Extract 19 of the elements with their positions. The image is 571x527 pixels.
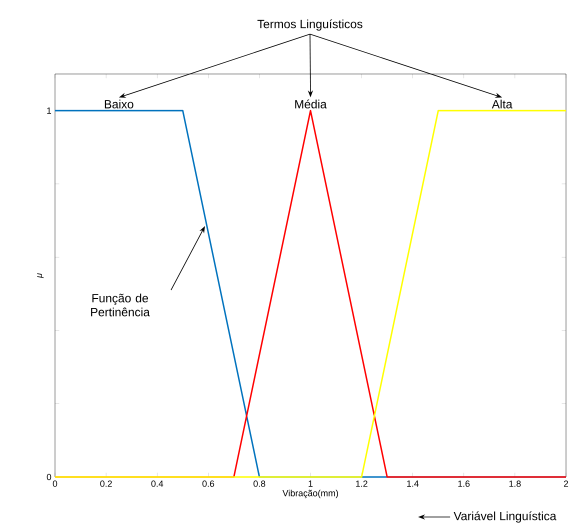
series-label: Baixo: [104, 100, 134, 108]
x-tick-label: 0: [52, 480, 58, 487]
text: Variável Linguística: [454, 511, 556, 523]
x-tick-label: 2: [564, 480, 568, 487]
x-tick-label: 1: [308, 480, 313, 487]
x-tick-label: 1.6: [458, 480, 470, 487]
x-tick-label: 1.4: [407, 480, 419, 487]
x-tick-label: 0.8: [254, 480, 266, 487]
x-axis-title: Vibração(mm): [282, 490, 338, 498]
y-axis-title: μ: [37, 273, 44, 278]
x-tick-label: 0.6: [202, 480, 214, 487]
x-tick-label: 1.8: [509, 480, 521, 487]
series-label: Média: [295, 100, 327, 108]
x-tick-label: 0.4: [151, 480, 164, 487]
text: Termos Linguísticos: [257, 19, 362, 31]
x-tick-label: 1.2: [356, 480, 368, 487]
series-label: Alta: [492, 100, 512, 108]
annotation: Função de Pertinência: [91, 294, 150, 316]
x-tick-label: 0.2: [100, 480, 112, 487]
